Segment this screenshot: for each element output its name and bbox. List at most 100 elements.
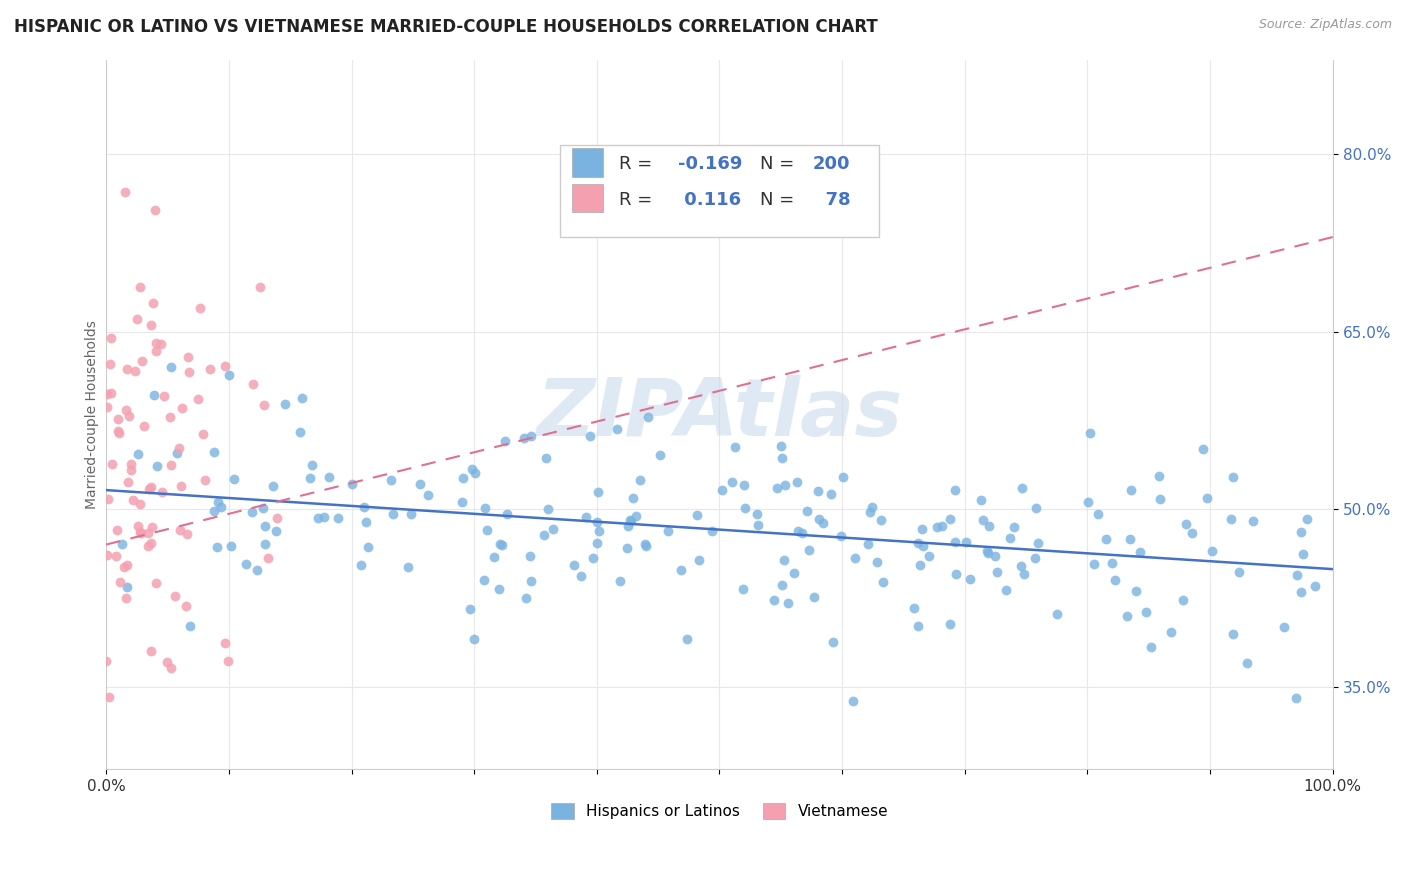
Point	[179, 366, 201, 380]
Point	[1219, 512, 1241, 526]
Point	[150, 485, 173, 500]
Point	[115, 558, 138, 573]
Point	[127, 518, 149, 533]
Point	[152, 388, 174, 402]
Point	[117, 475, 139, 489]
Point	[918, 549, 941, 564]
Point	[214, 359, 236, 373]
Point	[984, 549, 1007, 563]
Point	[129, 280, 152, 294]
Point	[586, 516, 609, 530]
Point	[536, 451, 558, 466]
Point	[246, 563, 269, 577]
Point	[533, 528, 555, 542]
Point	[150, 337, 173, 351]
Point	[242, 377, 264, 392]
Point	[1046, 607, 1069, 621]
Point	[747, 507, 769, 521]
Point	[100, 386, 122, 401]
Point	[979, 519, 1001, 533]
Point	[832, 470, 855, 484]
Point	[127, 311, 149, 326]
Point	[122, 492, 145, 507]
Point	[519, 549, 541, 563]
Point	[1140, 640, 1163, 654]
Point	[1010, 558, 1032, 573]
Point	[205, 540, 228, 554]
Point	[1289, 525, 1312, 540]
Point	[512, 431, 534, 445]
Point	[617, 518, 640, 533]
Point	[107, 412, 129, 426]
Point	[770, 577, 793, 591]
Point	[187, 392, 209, 406]
Point	[1241, 514, 1264, 528]
Point	[222, 473, 245, 487]
Point	[141, 520, 163, 534]
Point	[408, 476, 430, 491]
Point	[1104, 573, 1126, 587]
Point	[626, 509, 648, 524]
Point	[724, 440, 747, 454]
Point	[235, 557, 257, 571]
Point	[543, 523, 565, 537]
Point	[202, 503, 225, 517]
Point	[1303, 579, 1326, 593]
Point	[381, 507, 404, 521]
Point	[537, 502, 560, 516]
Point	[117, 580, 139, 594]
Point	[1285, 691, 1308, 706]
Point	[165, 589, 187, 603]
Point	[872, 574, 894, 589]
Point	[252, 500, 274, 515]
Point	[193, 427, 215, 442]
Point	[96, 401, 118, 415]
Point	[354, 516, 377, 530]
Point	[138, 482, 160, 496]
Point	[401, 507, 423, 521]
Point	[463, 632, 485, 647]
Point	[1222, 627, 1244, 641]
Point	[100, 357, 122, 371]
Point	[747, 517, 769, 532]
Point	[264, 524, 287, 538]
Point	[634, 537, 657, 551]
Point	[911, 539, 934, 553]
Y-axis label: Married-couple Households: Married-couple Households	[86, 320, 100, 509]
Point	[943, 483, 966, 497]
Point	[167, 441, 190, 455]
Point	[340, 477, 363, 491]
Point	[488, 582, 510, 596]
Point	[166, 446, 188, 460]
Text: ZIPAtlas: ZIPAtlas	[536, 376, 903, 453]
Legend: Hispanics or Latinos, Vietnamese: Hispanics or Latinos, Vietnamese	[544, 797, 894, 825]
Point	[1286, 568, 1309, 582]
Point	[586, 484, 609, 499]
Point	[520, 428, 543, 442]
Point	[188, 301, 211, 315]
Text: R =: R =	[619, 191, 658, 209]
Point	[621, 491, 644, 505]
Point	[870, 513, 893, 527]
Point	[489, 537, 512, 551]
Point	[858, 537, 880, 551]
Point	[606, 422, 628, 436]
Point	[194, 473, 217, 487]
Point	[1236, 656, 1258, 670]
Point	[120, 463, 142, 477]
Point	[786, 475, 808, 489]
Point	[1135, 605, 1157, 619]
Point	[326, 510, 349, 524]
Point	[146, 458, 169, 473]
Point	[143, 203, 166, 218]
FancyBboxPatch shape	[560, 145, 879, 237]
Point	[1272, 620, 1295, 634]
Point	[1227, 566, 1250, 580]
Point	[911, 523, 934, 537]
Point	[1083, 557, 1105, 571]
Point	[202, 444, 225, 458]
Text: 78: 78	[813, 191, 851, 209]
Point	[253, 398, 276, 412]
Point	[866, 555, 889, 569]
Point	[734, 500, 756, 515]
